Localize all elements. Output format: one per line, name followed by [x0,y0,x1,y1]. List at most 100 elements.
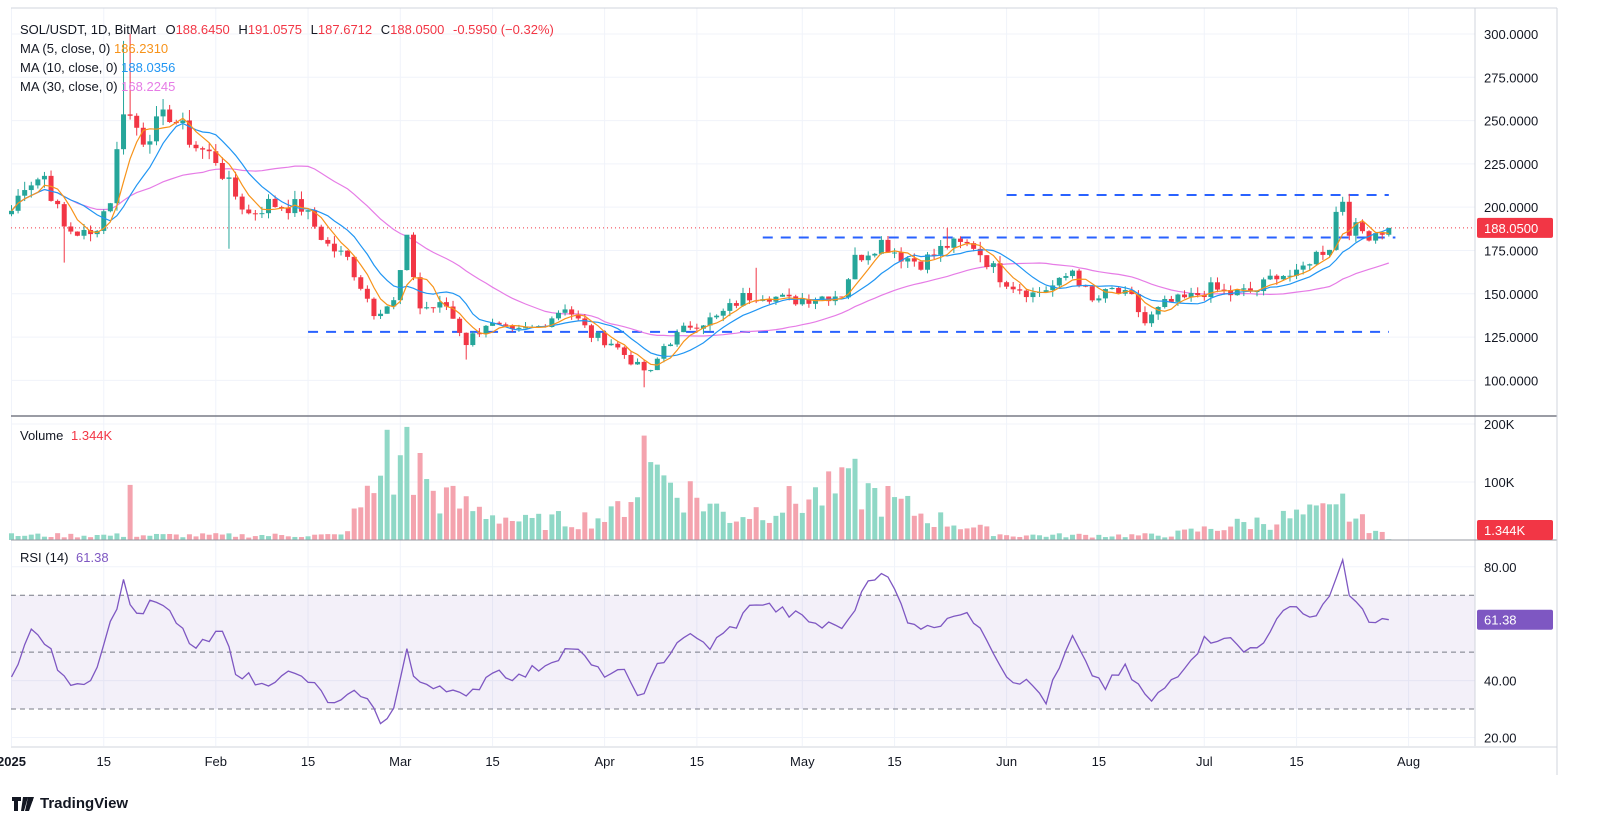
volume-bar [819,505,825,540]
candle-body [700,325,706,329]
candle-body [615,343,621,348]
volume-bar [266,536,272,540]
candle-body [1129,290,1135,295]
candle-body [1195,293,1201,296]
volume-bar [595,518,601,540]
tradingview-logo[interactable]: TradingView [12,795,128,812]
rsi-tick-label: 20.00 [1484,730,1517,745]
volume-bar [312,534,318,540]
candle-body [569,309,575,315]
volume-bar [1280,510,1286,540]
candle-body [1327,249,1332,255]
candle-body [925,254,931,270]
candle-body [35,179,41,186]
volume-label: Volume [20,428,64,443]
candle-body [219,163,225,179]
volume-bar [938,512,944,540]
volume-legend[interactable]: Volume 1.344K [20,426,112,445]
candle-body [490,322,496,326]
candle-body [1162,298,1168,308]
volume-bar [654,464,660,540]
candle-body [523,327,529,329]
volume-bar [641,435,647,540]
time-tick-label: Jun [996,754,1017,769]
volume-bar [733,521,739,540]
candle-body [865,255,871,261]
volume-bar [1116,534,1122,540]
ma30-label: MA (30, close, 0) [20,79,118,94]
level-lines-layer [11,194,1475,333]
volume-bar [1359,514,1365,540]
candle-body [312,210,318,227]
volume-bar [1307,504,1313,540]
candle-body [588,325,594,338]
volume-bar [542,529,548,540]
time-axis[interactable]: 2025 15 Feb 15 Mar 15 Apr 15 May 15 Jun 15 Jul 15 Aug [0,754,1420,769]
rsi-legend[interactable]: RSI (14) 61.38 [20,548,109,567]
ma10-legend[interactable]: MA (10, close, 0) 188.0356 [20,58,554,77]
candle-body [1287,275,1293,277]
candle-body [1109,287,1115,290]
candle-body [1340,201,1346,212]
volume-bar [997,534,1003,540]
ma10-line [11,122,1390,357]
candle-body [1149,314,1155,324]
symbol-label[interactable]: SOL/USDT, 1D, BitMart [20,22,156,37]
volume-bar [186,534,192,540]
last-price-tag-bg [1477,217,1553,238]
candle-body [371,298,377,317]
volume-bar [602,521,608,540]
last-value-tags: 188.0500 1.344K 61.38 [1477,217,1553,630]
volume-bar [127,484,133,540]
volume-bar [990,536,996,540]
volume-bar [206,534,212,540]
ma5-legend[interactable]: MA (5, close, 0) 186.2310 [20,39,554,58]
candle-body [457,318,463,333]
rsi-axis[interactable]: 80.00 40.00 20.00 [1484,560,1517,746]
volume-bar [753,507,759,540]
candle-body [384,306,390,314]
candle-body [1010,286,1016,290]
candle-body [1247,288,1253,292]
volume-bar [648,462,654,540]
candle-body [1280,275,1286,280]
volume-bar [470,511,476,540]
candle-body [1017,289,1023,291]
volume-tick-label: 200K [1484,417,1515,432]
time-tick-label: 2025 [0,754,26,769]
candle-body [1168,298,1174,302]
volume-bar [68,533,74,540]
candle-body [602,332,608,346]
candle-body [213,151,219,164]
candle-body [121,114,127,150]
volume-bar [410,494,416,540]
volume-bar [140,535,146,540]
volume-bar [1261,524,1267,540]
volume-bar [391,494,397,540]
high-value: 191.0575 [247,22,303,37]
candle-body [1076,270,1082,286]
volume-bar [615,501,621,540]
volume-bar [463,496,469,540]
volume-layer [9,426,1392,540]
candle-body [859,254,865,261]
candle-body [160,109,166,117]
candle-body [1069,270,1075,277]
volume-bar [28,534,34,540]
candle-body [819,296,825,301]
volume-bar [740,517,746,540]
ma30-legend[interactable]: MA (30, close, 0) 168.2245 [20,77,554,96]
candle-body [786,294,792,297]
candle-body [1359,222,1365,232]
candle-body [1142,312,1148,324]
price-axis[interactable]: 300.0000 275.0000 250.0000 225.0000 200.0000… [1484,27,1538,388]
volume-axis[interactable]: 200K 100K [1484,417,1515,490]
volume-bar [331,534,337,540]
volume-tick-label: 100K [1484,475,1515,490]
candle-body [410,234,416,278]
volume-bar [1228,526,1234,540]
low-label: L [310,22,318,37]
volume-bar [793,503,799,540]
volume-bar [1122,537,1128,540]
